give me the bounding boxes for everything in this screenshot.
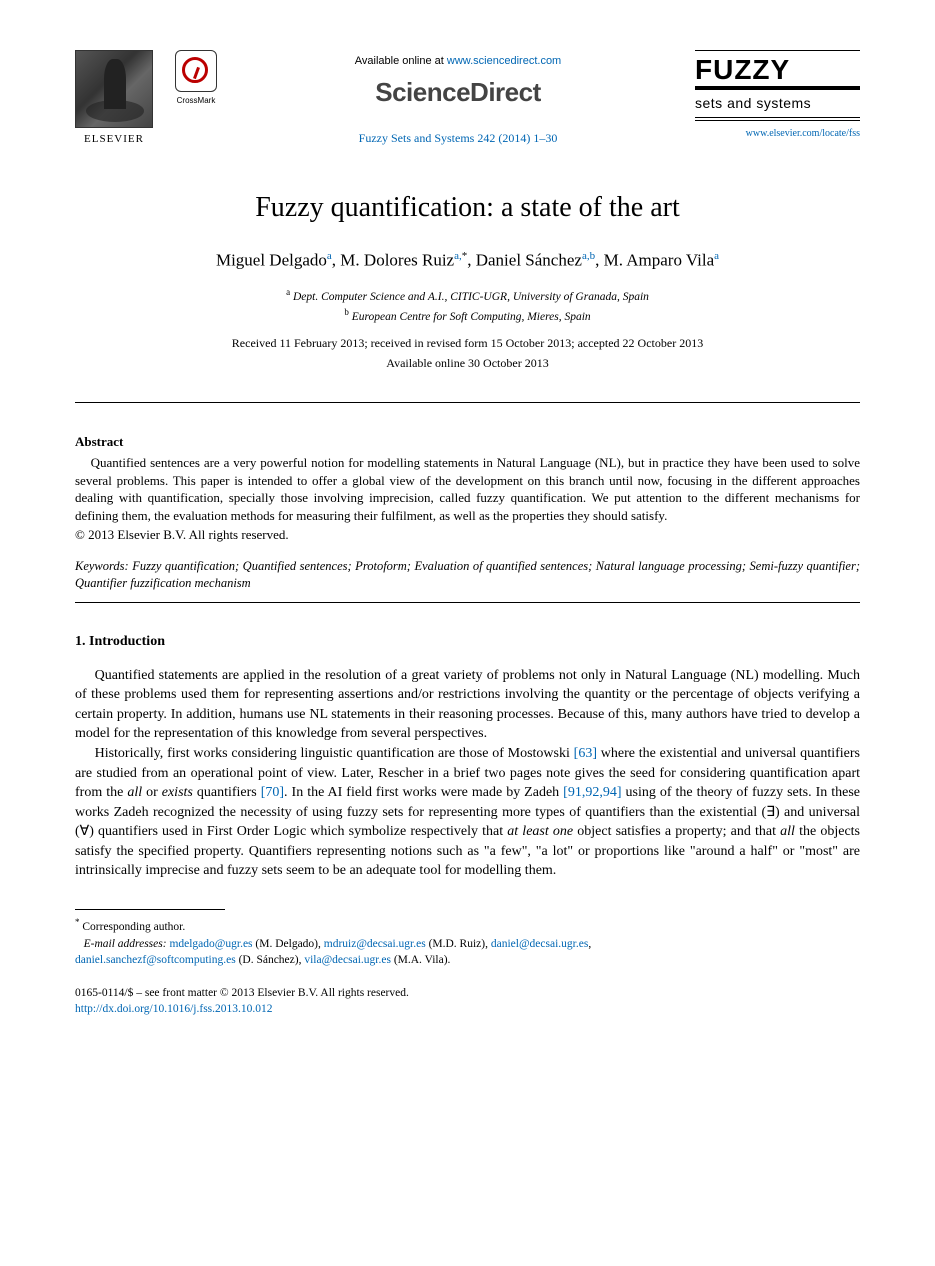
keywords-text: Fuzzy quantification; Quantified sentenc…: [75, 559, 860, 590]
email-1[interactable]: mdelgado@ugr.es: [169, 938, 252, 950]
p2-a: Historically, first works considering li…: [95, 746, 574, 761]
footnote-rule: [75, 909, 225, 910]
ref-63[interactable]: [63]: [574, 746, 597, 761]
header-row: ELSEVIER CrossMark Available online at w…: [75, 50, 860, 147]
elsevier-logo: ELSEVIER: [75, 50, 153, 147]
email-2-name: (M.D. Ruiz),: [426, 938, 491, 950]
author-4-affil[interactable]: a: [714, 250, 719, 262]
author-2: M. Dolores Ruiz: [340, 250, 454, 269]
article-title: Fuzzy quantification: a state of the art: [75, 189, 860, 227]
footnote-block: * Corresponding author. E-mail addresses…: [75, 916, 860, 969]
ital-exists: exists: [162, 785, 193, 800]
section-1-para-2: Historically, first works considering li…: [75, 744, 860, 881]
keywords-label: Keywords:: [75, 559, 129, 573]
email-5[interactable]: vila@decsai.ugr.es: [304, 954, 391, 966]
author-1-affil[interactable]: a: [327, 250, 332, 262]
available-online-line: Available online at www.sciencedirect.co…: [231, 54, 685, 69]
p2-d: quantifiers: [193, 785, 261, 800]
ital-all2: all: [780, 824, 795, 839]
p2-g: object satisfies a property; and that: [573, 824, 780, 839]
author-2-affil[interactable]: a,: [454, 250, 462, 262]
section-1-para-1: Quantified statements are applied in the…: [75, 666, 860, 744]
header-left: ELSEVIER CrossMark: [75, 50, 221, 147]
email-4[interactable]: daniel.sanchezf@softcomputing.es: [75, 954, 236, 966]
email-3[interactable]: daniel@decsai.ugr.es: [491, 938, 588, 950]
author-3-affil[interactable]: a,b: [582, 250, 595, 262]
crossmark-badge[interactable]: CrossMark: [171, 50, 221, 107]
header-center: Available online at www.sciencedirect.co…: [221, 50, 695, 146]
p2-e: . In the AI field first works were made …: [284, 785, 563, 800]
crossmark-icon: [175, 50, 217, 92]
abstract-copyright: © 2013 Elsevier B.V. All rights reserved…: [75, 526, 860, 544]
publisher-name: ELSEVIER: [75, 132, 153, 147]
footer-block: 0165-0114/$ – see front matter © 2013 El…: [75, 985, 860, 1017]
corresponding-star[interactable]: *: [462, 250, 468, 262]
section-1-heading: 1. Introduction: [75, 633, 860, 652]
author-1: Miguel Delgado: [216, 250, 327, 269]
front-matter-line: 0165-0114/$ – see front matter © 2013 El…: [75, 985, 860, 1001]
ref-70[interactable]: [70]: [261, 785, 284, 800]
author-3: Daniel Sánchez: [476, 250, 582, 269]
email-addresses-label: E-mail addresses:: [84, 938, 167, 950]
crossmark-label: CrossMark: [171, 96, 221, 107]
email-5-name: (M.A. Vila).: [391, 954, 450, 966]
abstract-text: Quantified sentences are a very powerful…: [75, 454, 860, 524]
journal-logo-sub: sets and systems: [695, 92, 860, 115]
authors-line: Miguel Delgadoa, M. Dolores Ruiza,*, Dan…: [75, 249, 860, 273]
email-2[interactable]: mdruiz@decsai.ugr.es: [324, 938, 426, 950]
keywords-block: Keywords: Fuzzy quantification; Quantifi…: [75, 558, 860, 592]
email-1-name: (M. Delgado),: [253, 938, 324, 950]
corresponding-author-label: Corresponding author.: [82, 921, 185, 933]
affiliations: a Dept. Computer Science and A.I., CITIC…: [75, 286, 860, 325]
history-line-2: Available online 30 October 2013: [75, 355, 860, 371]
ref-91-92-94[interactable]: [91,92,94]: [563, 785, 621, 800]
ital-atleastone: at least one: [507, 824, 573, 839]
available-prefix: Available online at: [355, 55, 447, 67]
abstract-heading: Abstract: [75, 433, 860, 451]
journal-logo-rule: [695, 120, 860, 121]
affil-a: Dept. Computer Science and A.I., CITIC-U…: [293, 291, 649, 303]
doi-link[interactable]: http://dx.doi.org/10.1016/j.fss.2013.10.…: [75, 1001, 860, 1017]
author-4: M. Amparo Vila: [604, 250, 715, 269]
abstract-body: Quantified sentences are a very powerful…: [75, 454, 860, 544]
sciencedirect-logo: ScienceDirect: [231, 75, 685, 110]
journal-citation[interactable]: Fuzzy Sets and Systems 242 (2014) 1–30: [231, 130, 685, 146]
rule-below-keywords: [75, 602, 860, 603]
rule-above-abstract: [75, 402, 860, 403]
header-right: FUZZY sets and systems www.elsevier.com/…: [695, 50, 860, 141]
sciencedirect-url[interactable]: www.sciencedirect.com: [447, 55, 561, 67]
journal-logo-box: FUZZY sets and systems: [695, 50, 860, 118]
ital-all: all: [127, 785, 142, 800]
history-line-1: Received 11 February 2013; received in r…: [75, 335, 860, 351]
email-3-sep: ,: [588, 938, 591, 950]
elsevier-tree-icon: [75, 50, 153, 128]
p2-c: or: [142, 785, 162, 800]
journal-homepage-url[interactable]: www.elsevier.com/locate/fss: [695, 127, 860, 141]
journal-logo-top: FUZZY: [695, 55, 860, 90]
affil-b: European Centre for Soft Computing, Mier…: [352, 311, 591, 323]
email-4-name: (D. Sánchez),: [236, 954, 305, 966]
